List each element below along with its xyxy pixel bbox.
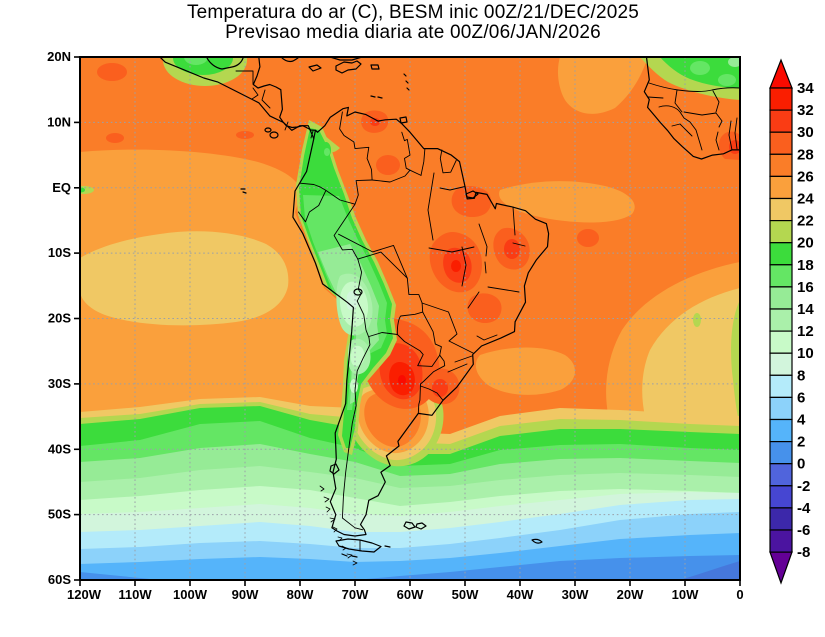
lon-label: 80W bbox=[287, 587, 314, 602]
colorbar-box bbox=[769, 418, 793, 443]
colorbar-box bbox=[769, 507, 793, 531]
lon-label: 0 bbox=[736, 587, 743, 602]
brazil-state-borders bbox=[338, 172, 526, 373]
lat-label: EQ bbox=[52, 180, 71, 195]
lon-label: 10W bbox=[672, 587, 699, 602]
coastline-central-america bbox=[159, 57, 319, 140]
lat-label: 10S bbox=[48, 245, 71, 260]
cbar-label: 14 bbox=[797, 301, 814, 318]
map-frame: 20N 10N EQ 10S 20S 30S 40S 50S 60S 120W … bbox=[47, 49, 743, 602]
coastline-africa bbox=[643, 57, 740, 160]
colorbar-box bbox=[769, 396, 793, 421]
lat-label: 10N bbox=[47, 114, 71, 129]
lon-label: 50W bbox=[452, 587, 479, 602]
lat-label: 60S bbox=[48, 572, 71, 587]
cbar-label: 8 bbox=[797, 367, 805, 384]
lon-label: 70W bbox=[342, 587, 369, 602]
cbar-label: 28 bbox=[797, 146, 814, 163]
colorbar-labels: 34 32 30 28 26 24 22 20 18 16 14 12 10 8… bbox=[797, 80, 814, 561]
cbar-label: 0 bbox=[797, 456, 805, 473]
cbar-label: 12 bbox=[797, 323, 814, 340]
lon-label: 100W bbox=[173, 587, 208, 602]
islands bbox=[240, 57, 543, 566]
cbar-label: 24 bbox=[797, 191, 814, 208]
colorbar-box bbox=[769, 308, 793, 332]
temperature-field bbox=[80, 57, 740, 580]
cbar-label: 34 bbox=[797, 80, 814, 97]
cbar-label: 22 bbox=[797, 213, 814, 230]
lat-label: 40S bbox=[48, 441, 71, 456]
cbar-label: 10 bbox=[797, 345, 814, 362]
country-borders bbox=[297, 111, 457, 552]
cbar-label: 16 bbox=[797, 279, 814, 296]
cbar-label: -4 bbox=[797, 500, 811, 517]
title-line-2: Previsao media diaria ate 00Z/06/JAN/202… bbox=[225, 22, 601, 43]
longitude-labels: 120W 110W 100W 90W 80W 70W 60W 50W 40W 3… bbox=[67, 587, 744, 602]
colorbar-arrow-bottom bbox=[769, 551, 793, 585]
colorbar-box bbox=[769, 463, 793, 487]
lon-label: 30W bbox=[562, 587, 589, 602]
cbar-label: 26 bbox=[797, 168, 814, 185]
cbar-label: 20 bbox=[797, 235, 814, 252]
cbar-label: 30 bbox=[797, 124, 814, 141]
colorbar-box bbox=[769, 286, 793, 310]
coastline-south-america bbox=[292, 106, 550, 537]
colorbar-box bbox=[769, 529, 793, 553]
colorbar-box bbox=[769, 374, 793, 398]
colorbar: 34 32 30 28 26 24 22 20 18 16 14 12 10 8… bbox=[769, 58, 814, 585]
andes-cool-strip bbox=[296, 120, 397, 455]
cbar-label: 32 bbox=[797, 102, 814, 119]
colorbar-box bbox=[769, 197, 793, 222]
colorbar-box bbox=[769, 175, 793, 200]
colorbar-box bbox=[769, 131, 793, 155]
lat-label: 20S bbox=[48, 311, 71, 326]
cbar-label: 18 bbox=[797, 257, 814, 274]
lon-label: 60W bbox=[397, 587, 424, 602]
west-edge-cool-sliver bbox=[80, 186, 94, 194]
lon-label: 110W bbox=[118, 587, 152, 602]
lon-label: 120W bbox=[67, 587, 102, 602]
colorbar-box bbox=[769, 441, 793, 465]
latitude-labels: 20N 10N EQ 10S 20S 30S 40S 50S 60S bbox=[47, 49, 71, 587]
cbar-label: 4 bbox=[797, 412, 806, 429]
colorbar-box bbox=[769, 220, 793, 244]
colorbar-box bbox=[769, 330, 793, 354]
colorbar-box bbox=[769, 153, 793, 178]
central-america-cool-patch bbox=[163, 57, 247, 86]
cbar-label: 2 bbox=[797, 434, 805, 451]
lon-label: 40W bbox=[507, 587, 534, 602]
title-line-1: Temperatura do ar (C), BESM inic 00Z/21/… bbox=[187, 2, 639, 23]
lat-label: 20N bbox=[47, 49, 71, 64]
axis-ticks bbox=[74, 56, 741, 586]
cbar-label: 6 bbox=[797, 389, 805, 406]
colorbar-box bbox=[769, 352, 793, 376]
colorbar-arrow-top bbox=[769, 58, 793, 89]
lat-label: 30S bbox=[48, 376, 71, 391]
plot-title: Temperatura do ar (C), BESM inic 00Z/21/… bbox=[187, 2, 639, 43]
colorbar-box bbox=[769, 264, 793, 288]
colorbar-box bbox=[769, 109, 793, 133]
cbar-label: -2 bbox=[797, 478, 810, 495]
lat-label: 50S bbox=[48, 507, 71, 522]
cbar-label: -6 bbox=[797, 522, 810, 539]
lon-label: 20W bbox=[617, 587, 644, 602]
colorbar-box bbox=[769, 485, 793, 509]
graticule bbox=[80, 57, 740, 580]
cbar-label: -8 bbox=[797, 544, 810, 561]
colorbar-box bbox=[769, 87, 793, 111]
colorbar-box bbox=[769, 242, 793, 266]
contour-20-22-africa-coast bbox=[693, 300, 740, 425]
lon-label: 90W bbox=[232, 587, 259, 602]
